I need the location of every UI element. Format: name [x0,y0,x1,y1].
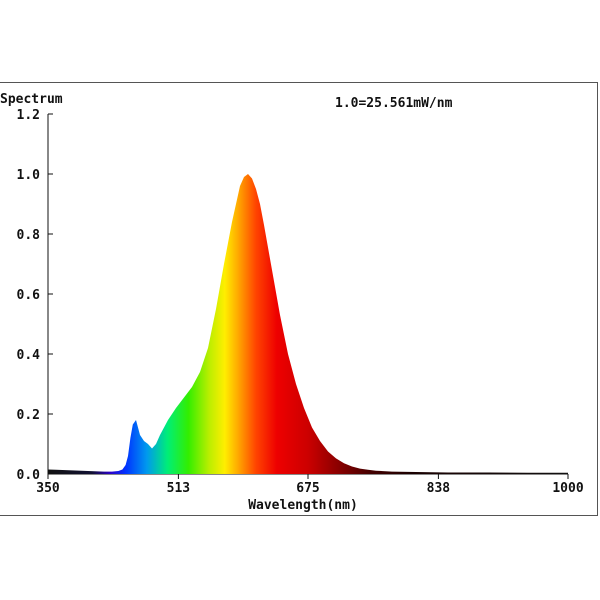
y-tick-label: 0.0 [17,468,41,483]
spectrum-area [48,174,568,474]
x-tick-label: 513 [167,481,190,496]
chart-frame [0,82,598,516]
y-tick-label: 0.6 [17,288,41,303]
x-tick-label: 1000 [552,481,583,496]
annotation-text: 1.0=25.561mW/nm [335,96,453,111]
y-tick-label: 0.8 [17,228,41,243]
y-tick-label: 0.2 [17,408,40,423]
x-tick-label: 838 [427,481,451,496]
y-tick-label: 1.0 [17,168,41,183]
x-tick-group: 350 513 675 838 1000 [36,474,584,496]
y-axis-label: Spectrum [0,92,63,107]
x-tick-label: 350 [36,481,60,496]
y-tick-label: 0.4 [17,348,41,363]
x-axis-label: Wavelength(nm) [248,498,358,513]
y-tick-label: 1.2 [17,108,40,123]
x-tick-label: 675 [296,481,319,496]
y-tick-group: 0.0 0.2 0.4 0.6 0.8 1.0 1.2 [17,108,53,483]
